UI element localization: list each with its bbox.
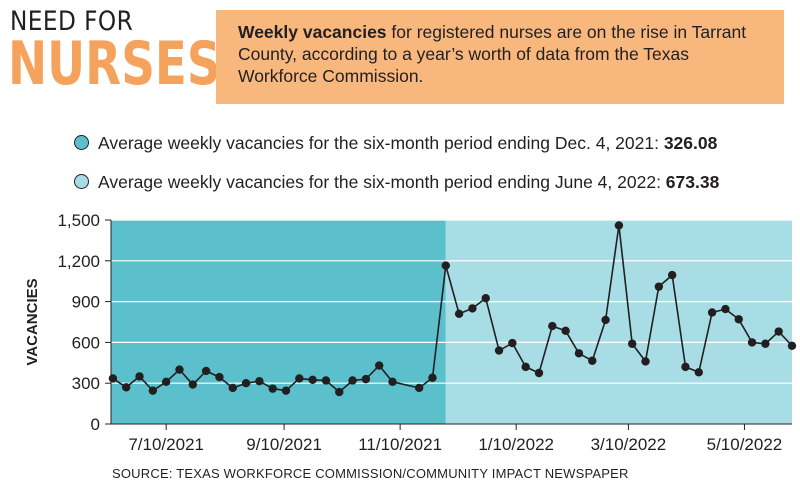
x-tick-label: 7/10/2021 [128, 435, 204, 454]
data-point [228, 383, 237, 393]
data-point [654, 282, 664, 291]
data-point [295, 374, 304, 383]
data-point [481, 294, 490, 303]
data-point [561, 326, 570, 336]
data-point [614, 221, 624, 230]
data-point [694, 368, 703, 377]
intro-box: Weekly vacancies for registered nurses a… [216, 10, 784, 104]
data-point [281, 386, 291, 395]
data-point [361, 374, 371, 384]
data-point [108, 374, 118, 383]
data-point [574, 349, 584, 358]
title-line-1: NEED FOR [10, 6, 134, 37]
data-point [268, 384, 277, 393]
x-tick-label: 11/10/2021 [358, 435, 442, 454]
legend-dot-icon [74, 174, 89, 189]
data-point [734, 315, 743, 324]
y-tick-label: 300 [72, 374, 100, 393]
y-tick-label: 900 [72, 293, 100, 312]
data-point [122, 383, 131, 392]
data-point [774, 327, 783, 336]
y-tick-label: 600 [72, 333, 100, 352]
data-point [454, 309, 464, 319]
data-point [375, 361, 384, 370]
data-point [201, 366, 211, 376]
data-point [428, 373, 437, 382]
intro-text: for registered nurses are on the rise in… [238, 22, 747, 86]
data-point [721, 304, 730, 314]
data-point [761, 339, 770, 348]
x-tick-label: 5/10/2022 [707, 435, 783, 454]
data-point [348, 376, 357, 385]
y-tick-label: 0 [91, 415, 100, 434]
data-point [388, 377, 397, 387]
period-band-2 [445, 220, 792, 424]
source-note: SOURCE: TEXAS WORKFORCE COMMISSION/COMMU… [112, 466, 629, 481]
data-point [667, 270, 677, 280]
y-axis-label: VACANCIES [24, 278, 41, 365]
y-tick-label: 1,200 [57, 252, 100, 271]
data-point [175, 365, 184, 374]
data-point [588, 356, 597, 365]
title-line-2: NURSES [8, 29, 221, 99]
data-point [161, 377, 171, 387]
line-chart: 0 300 600 900 1,200 1,500 7/10/2021 9/10/2021 11… [24, 211, 797, 454]
legend-text: Average weekly vacancies for the six-mon… [98, 172, 666, 192]
legend-dot-icon [74, 135, 89, 150]
data-point [494, 346, 504, 355]
data-point [534, 368, 544, 378]
data-point [255, 376, 264, 386]
data-point [215, 372, 224, 382]
data-point [787, 341, 797, 350]
period-band-1 [111, 220, 446, 424]
data-point [548, 321, 557, 331]
data-point [747, 338, 757, 347]
data-point [468, 304, 477, 313]
legend-value: 326.08 [663, 133, 718, 153]
data-point [508, 338, 517, 348]
data-point [308, 375, 317, 384]
data-point [521, 362, 530, 372]
data-point [148, 386, 158, 395]
data-point [414, 383, 424, 393]
x-tick-label: 1/10/2022 [478, 435, 554, 454]
y-tick-label: 1,500 [57, 211, 100, 230]
data-point [601, 315, 610, 325]
data-point [335, 387, 344, 397]
data-point [321, 376, 331, 385]
data-point [441, 261, 450, 270]
data-point [135, 372, 144, 381]
data-point [707, 308, 717, 317]
legend-item-period-2: Average weekly vacancies for the six-mon… [74, 172, 719, 193]
data-point [241, 379, 251, 388]
data-point [628, 339, 637, 348]
intro-bold-text: Weekly vacancies [238, 22, 387, 42]
data-point [188, 380, 197, 389]
x-tick-label: 9/10/2021 [246, 435, 322, 454]
legend-value: 673.38 [665, 172, 720, 192]
legend-text: Average weekly vacancies for the six-mon… [98, 133, 664, 153]
data-point [681, 362, 690, 372]
data-point [641, 357, 650, 366]
x-tick-label: 3/10/2022 [591, 435, 667, 454]
legend-item-period-1: Average weekly vacancies for the six-mon… [74, 133, 717, 154]
